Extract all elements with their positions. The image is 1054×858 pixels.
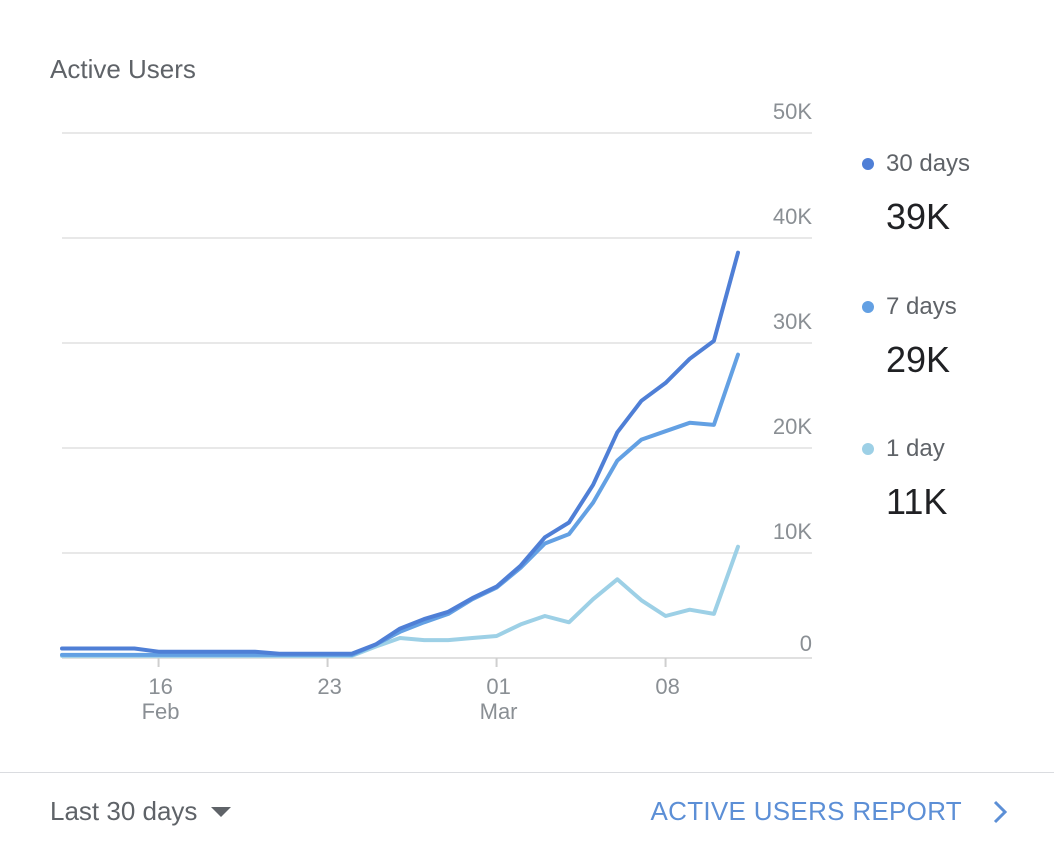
legend-label-1-day: 1 day <box>886 435 945 462</box>
legend-item-30-days: 30 days 39K <box>862 150 970 238</box>
legend-label-7-days: 7 days <box>886 293 957 320</box>
legend-dot-icon <box>862 301 874 313</box>
legend-value-30-days: 39K <box>886 196 951 237</box>
legend-value-1-day: 11K <box>886 481 948 522</box>
series-line-30-days <box>60 250 740 656</box>
y-tick-label: 0 <box>800 631 812 656</box>
y-tick-label: 20K <box>773 414 812 439</box>
active-users-report-link[interactable]: ACTIVE USERS REPORT <box>650 796 1008 827</box>
card-title: Active Users <box>50 54 196 84</box>
date-range-dropdown[interactable]: Last 30 days <box>50 796 232 827</box>
x-tick-day-label: 23 <box>317 674 341 699</box>
y-tick-label: 50K <box>773 99 812 124</box>
legend-value-7-days: 29K <box>886 339 951 380</box>
y-tick-label: 40K <box>773 204 812 229</box>
y-tick-label: 30K <box>773 309 812 334</box>
report-link-label: ACTIVE USERS REPORT <box>650 796 962 826</box>
x-tick-day-label: 08 <box>655 674 679 699</box>
legend-dot-icon <box>862 158 874 170</box>
legend-dot-icon <box>862 443 874 455</box>
date-range-label: Last 30 days <box>50 796 198 826</box>
series-line-1-day <box>60 544 740 658</box>
chevron-right-icon <box>993 800 1008 823</box>
y-tick-label: 10K <box>773 519 812 544</box>
caret-down-icon <box>211 806 232 817</box>
x-tick-day-label: 16 <box>148 674 172 699</box>
series-line-7-days <box>60 352 740 657</box>
x-tick-month-label: Feb <box>142 699 180 724</box>
legend-label-30-days: 30 days <box>886 150 971 177</box>
x-tick-month-label: Mar <box>480 699 518 724</box>
legend-item-7-days: 7 days 29K <box>862 293 957 381</box>
legend-item-1-day: 1 day 11K <box>862 435 947 523</box>
footer-divider <box>0 772 1054 773</box>
x-tick-day-label: 01 <box>486 674 510 699</box>
